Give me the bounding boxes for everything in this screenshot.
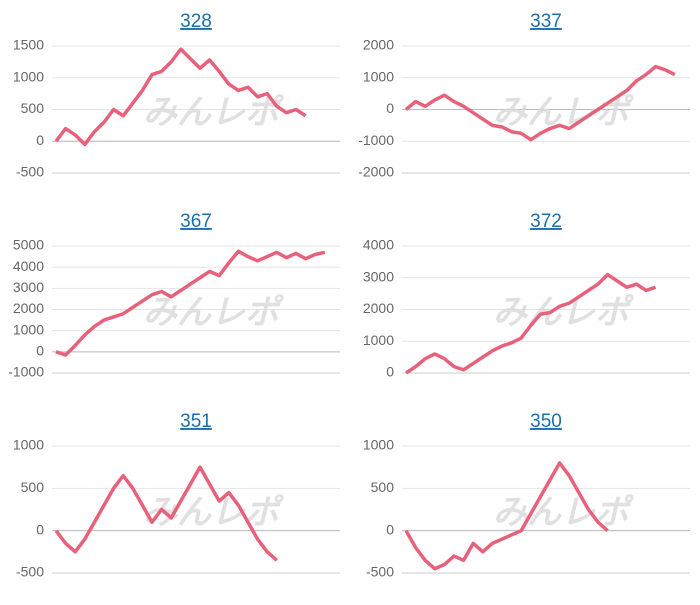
chart-title[interactable]: 350 (530, 411, 562, 432)
chart-title[interactable]: 328 (180, 11, 212, 32)
y-tick-label: 1000 (13, 68, 44, 84)
y-tick-label: 1000 (363, 332, 394, 348)
y-tick-label: -500 (366, 564, 394, 580)
chart-title[interactable]: 337 (530, 11, 562, 32)
watermark: みんレポ (143, 293, 284, 331)
y-tick-label: 0 (36, 132, 44, 148)
y-tick-label: 1000 (13, 321, 44, 337)
y-tick-label: 5000 (13, 237, 44, 253)
y-tick-label: 3000 (13, 279, 44, 295)
chart-title[interactable]: 372 (530, 211, 562, 232)
y-tick-label: 3000 (363, 268, 394, 284)
y-tick-label: 1000 (363, 68, 394, 84)
line (54, 47, 307, 147)
y-tick-label: -500 (16, 564, 44, 580)
line (405, 272, 657, 375)
y-tick-label: 0 (36, 343, 44, 359)
line (55, 249, 326, 357)
chart-title[interactable]: 351 (180, 411, 212, 432)
y-tick-label: 1000 (13, 437, 44, 453)
line (54, 465, 278, 562)
watermark: みんレポ (493, 293, 634, 331)
y-tick-label: 0 (386, 521, 394, 537)
y-tick-label: 2000 (363, 300, 394, 316)
y-tick-label: 0 (386, 100, 394, 116)
y-tick-label: 500 (21, 479, 45, 495)
y-tick-label: -1000 (358, 132, 394, 148)
y-tick-label: 500 (21, 100, 45, 116)
y-tick-label: 500 (371, 479, 395, 495)
y-tick-label: 1500 (13, 37, 44, 53)
y-tick-label: 1000 (363, 437, 394, 453)
watermark: みんレポ (143, 93, 284, 131)
watermark: みんレポ (493, 493, 634, 531)
line (404, 64, 676, 142)
y-tick-label: 0 (386, 364, 394, 380)
y-tick-label: 2000 (363, 37, 394, 53)
y-tick-label: -1000 (8, 364, 44, 380)
y-tick-label: 4000 (363, 237, 394, 253)
line (404, 461, 609, 571)
y-tick-label: -500 (16, 164, 44, 180)
y-tick-label: -2000 (358, 164, 394, 180)
y-tick-label: 2000 (13, 300, 44, 316)
chart-title[interactable]: 367 (180, 211, 212, 232)
y-tick-label: 0 (36, 521, 44, 537)
y-tick-label: 4000 (13, 258, 44, 274)
